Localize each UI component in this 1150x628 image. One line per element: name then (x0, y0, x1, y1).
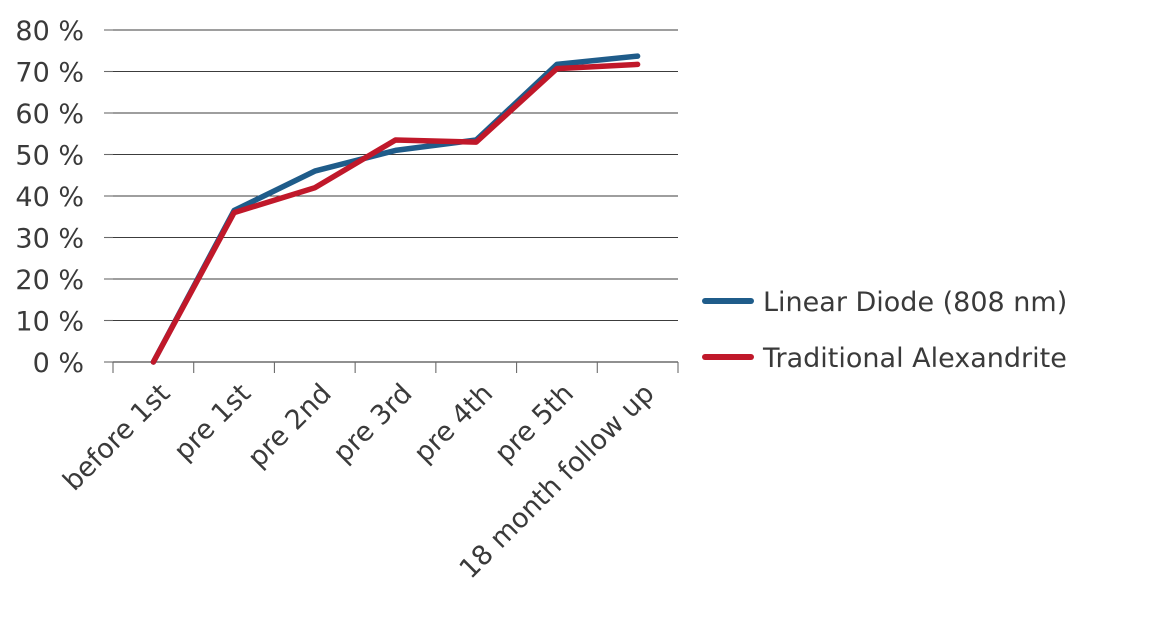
legend-label: Linear Diode (808 nm) (763, 287, 1067, 318)
y-tick-label: 0 % (33, 348, 84, 379)
series-line-2 (150, 61, 641, 365)
x-tick-label: pre 2nd (242, 378, 338, 474)
y-tick-label: 10 % (15, 307, 84, 338)
y-tick-label: 30 % (15, 224, 84, 255)
y-tick-label: 40 % (15, 182, 84, 213)
x-axis (104, 29, 679, 373)
x-tick-label: before 1st (57, 378, 176, 497)
y-tick-label: 60 % (15, 99, 84, 130)
gridlines (113, 29, 678, 363)
y-tick-label: 80 % (15, 16, 84, 47)
y-tick-label: 70 % (15, 58, 84, 89)
x-tick-label: pre 4th (408, 378, 499, 469)
y-axis-tick-labels: 0 % 10 % 20 % 30 % 40 % 50 % 60 % 70 % 80 % (15, 16, 84, 379)
legend: Linear Diode (808 nm) Traditional Alexand… (702, 287, 1067, 374)
legend-label: Traditional Alexandrite (762, 343, 1067, 374)
x-tick-label: pre 3rd (327, 378, 418, 469)
series-line-1 (150, 53, 641, 365)
series-lines (150, 53, 641, 365)
y-tick-label: 50 % (15, 141, 84, 172)
y-tick-label: 20 % (15, 265, 84, 296)
